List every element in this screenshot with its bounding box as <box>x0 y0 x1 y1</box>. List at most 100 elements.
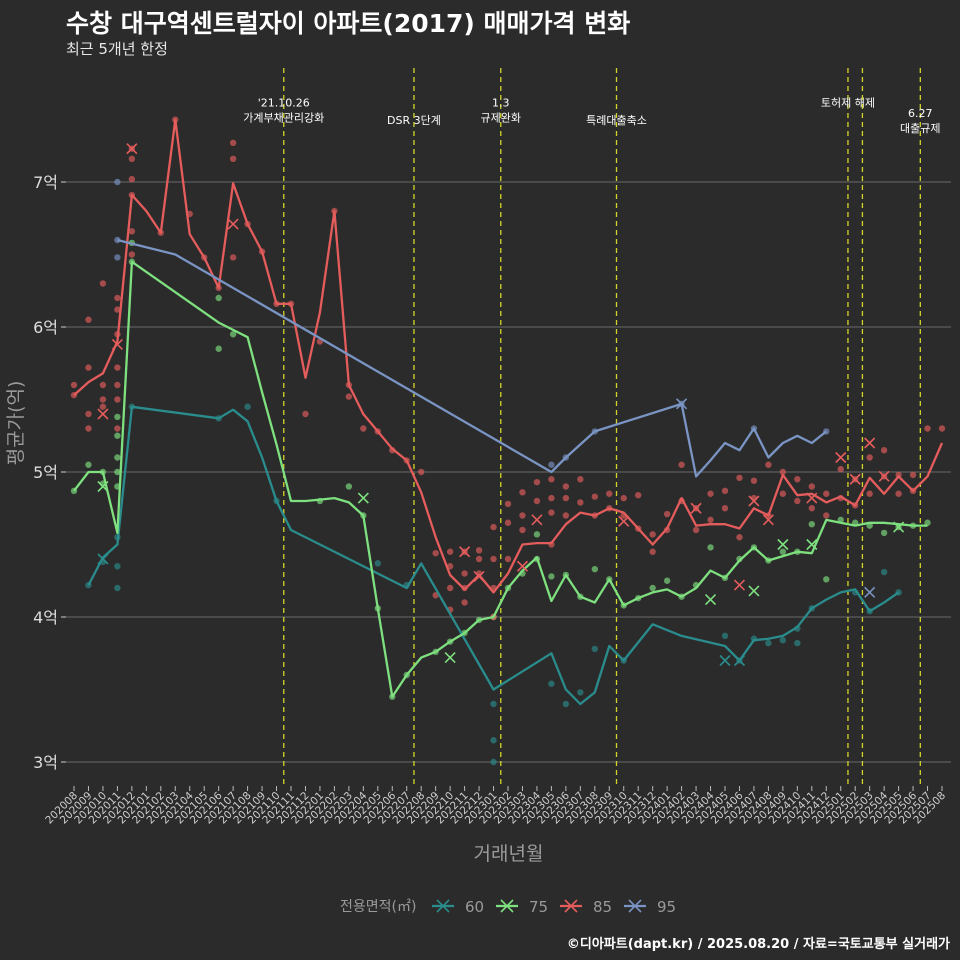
event-label: 규제완화 <box>481 112 521 125</box>
scatter-point-85 <box>519 512 526 519</box>
scatter-point-85 <box>360 425 367 432</box>
scatter-point-85 <box>504 500 512 508</box>
scatter-point-85 <box>446 548 454 555</box>
scatter-point-85 <box>678 461 685 468</box>
scatter-point-85 <box>114 381 121 389</box>
event-label: 가계부채관리강화 <box>243 112 324 125</box>
y-tick-label: 5억 <box>33 463 58 482</box>
scatter-point-85 <box>635 492 642 499</box>
scatter-point-85 <box>85 425 92 432</box>
marker-x-75 <box>444 652 456 664</box>
scatter-point-60 <box>244 403 251 410</box>
legend-key-marker-85 <box>564 899 578 913</box>
marker-x-75 <box>97 480 109 493</box>
series-line-60 <box>87 405 900 706</box>
scatter-point-85 <box>779 490 787 497</box>
scatter-point-85 <box>70 381 78 389</box>
marker-x-60 <box>97 553 109 565</box>
scatter-point-85 <box>620 494 627 502</box>
scatter-point-95 <box>114 178 121 186</box>
scatter-point-85 <box>229 139 237 147</box>
scatter-point-85 <box>663 510 671 518</box>
marker-x-85 <box>531 514 543 526</box>
scatter-point-75 <box>924 519 931 526</box>
scatter-point-60 <box>591 645 598 653</box>
scatter-point-85 <box>837 465 844 473</box>
scatter-point-60 <box>490 700 497 708</box>
scatter-point-85 <box>721 505 729 512</box>
event-label: 6.27 <box>908 107 933 120</box>
marker-x-75 <box>704 594 717 606</box>
scatter-point-85 <box>577 499 584 506</box>
event-label: 특례대출축소 <box>586 114 647 127</box>
marker-x-85 <box>227 218 239 230</box>
scatter-point-85 <box>823 490 830 497</box>
scatter-point-85 <box>909 471 917 479</box>
scatter-point-85 <box>114 306 121 313</box>
scatter-point-85 <box>866 454 873 461</box>
scatter-point-75 <box>779 548 787 555</box>
marker-x-75 <box>748 585 760 597</box>
y-tick-label: 3억 <box>33 753 58 772</box>
scatter-point-85 <box>490 555 497 563</box>
scatter-point-85 <box>866 490 873 497</box>
event-label: 1.3 <box>492 97 510 110</box>
scatter-point-85 <box>446 584 454 592</box>
marker-x-85 <box>748 495 760 507</box>
legend-label-75: 75 <box>529 898 548 916</box>
scatter-point-60 <box>548 680 555 687</box>
scatter-point-60 <box>374 560 381 567</box>
chart-subtitle: 최근 5개년 한정 <box>66 40 168 58</box>
scatter-point-75 <box>114 432 121 439</box>
scatter-point-85 <box>302 410 309 418</box>
scatter-point-85 <box>649 548 656 555</box>
marker-x-85 <box>516 560 529 572</box>
marker-x-85 <box>762 514 774 526</box>
scatter-point-85 <box>533 478 541 486</box>
scatter-point-95 <box>114 254 121 261</box>
marker-x-85 <box>690 502 702 514</box>
marker-x-85 <box>126 143 138 155</box>
scatter-point-85 <box>736 534 743 541</box>
scatter-point-85 <box>562 494 570 502</box>
scatter-point-85 <box>85 410 92 418</box>
marker-x-95 <box>676 398 688 410</box>
scatter-point-85 <box>707 490 714 497</box>
marker-x-85 <box>878 470 890 482</box>
scatter-point-85 <box>229 254 237 261</box>
scatter-point-75 <box>880 529 888 537</box>
legend-label-95: 95 <box>657 898 676 916</box>
scatter-point-85 <box>779 468 787 476</box>
marker-x-85 <box>459 546 471 558</box>
marker-x-75 <box>357 492 369 504</box>
marker-x-85 <box>864 437 876 449</box>
scatter-point-85 <box>128 228 136 235</box>
legend-key-marker-60 <box>436 899 450 913</box>
legend-label-60: 60 <box>465 898 484 916</box>
scatter-point-85 <box>99 396 107 403</box>
scatter-point-85 <box>128 251 136 258</box>
scatter-point-85 <box>880 447 888 454</box>
event-label: DSR 3단계 <box>387 114 441 127</box>
marker-x-75 <box>893 521 905 533</box>
scatter-point-60 <box>765 639 772 647</box>
scatter-point-60 <box>114 563 121 570</box>
scatter-point-85 <box>794 476 801 483</box>
scatter-point-60 <box>114 584 121 592</box>
scatter-point-85 <box>475 555 483 563</box>
marker-x-95 <box>864 586 876 598</box>
scatter-point-85 <box>794 497 801 505</box>
series-line-75 <box>73 260 928 698</box>
scatter-point-60 <box>490 737 497 744</box>
scatter-point-85 <box>114 396 121 403</box>
y-axis-title: 평균가(억) <box>5 381 27 466</box>
legend-label-85: 85 <box>593 898 612 916</box>
marker-x-85 <box>806 492 818 504</box>
scatter-point-85 <box>692 526 700 534</box>
scatter-point-75 <box>114 454 121 461</box>
scatter-point-60 <box>880 568 888 576</box>
marker-x-85 <box>473 570 485 582</box>
chart-title: 수창 대구역센트럴자이 아파트(2017) 매매가격 변화 <box>66 9 631 38</box>
scatter-point-60 <box>577 689 584 696</box>
scatter-point-85 <box>591 493 598 500</box>
